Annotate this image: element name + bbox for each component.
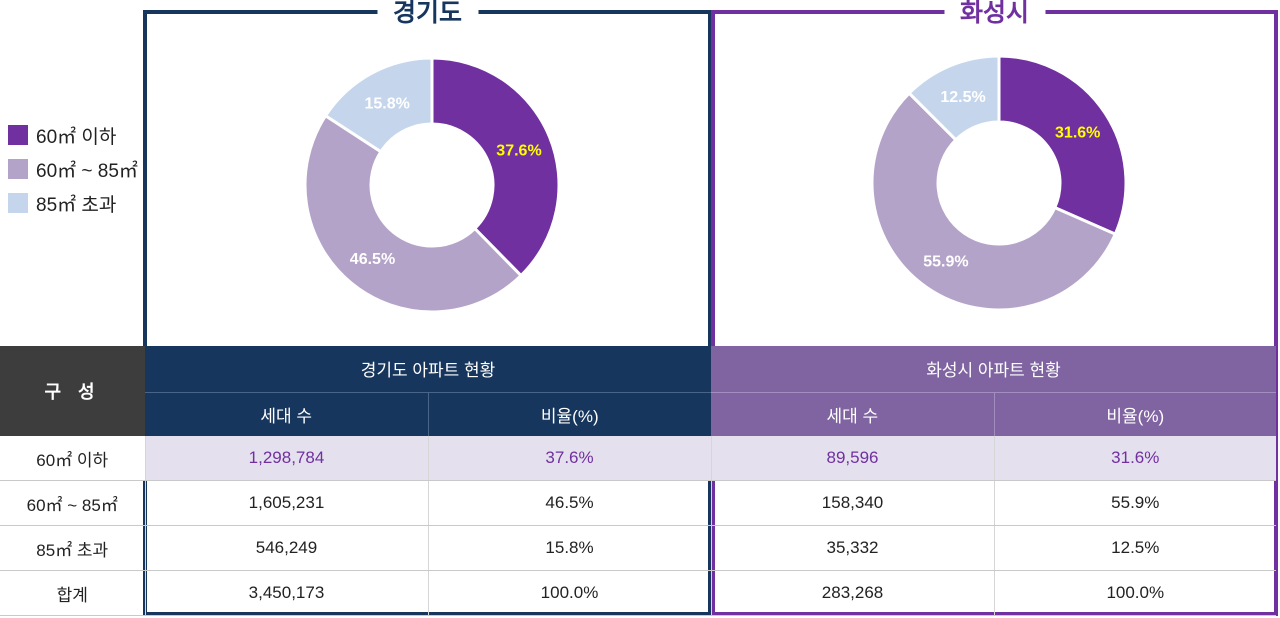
table-row: 합계 3,450,173 100.0% 283,268 100.0% [0,570,1277,616]
hwaseong-ratio-header: 비율(%) [993,392,1277,436]
donut-label-over-85: 15.8% [365,95,410,112]
hwaseong-count-header: 세대 수 [711,392,995,436]
table-row: 60㎡ ~ 85㎡ 1,605,231 46.5% 158,340 55.9% [0,480,1277,526]
gyeonggi-count-cell: 1,605,231 [144,480,428,526]
donut-slice-under-60 [997,54,1128,237]
apartment-status-table: 구 성 경기도 아파트 현황 화성시 아파트 현황 세대 수 비율(%) 세대 … [0,346,1277,616]
legend-swatch [8,193,28,213]
gyeonggi-ratio-cell: 15.8% [427,525,712,571]
hwaseong-count-cell: 158,340 [710,480,995,526]
legend-item-60-85: 60㎡ ~ 85㎡ [8,152,138,186]
gyeonggi-table-header: 경기도 아파트 현황 [145,346,712,393]
gyeonggi-count-header: 세대 수 [145,392,428,436]
hwaseong-table-header: 화성시 아파트 현황 [711,346,1277,393]
chart-legend: 60㎡ 이하 60㎡ ~ 85㎡ 85㎡ 초과 [8,118,138,220]
gyeonggi-ratio-cell: 46.5% [427,480,712,526]
hwaseong-ratio-cell: 100.0% [993,570,1277,616]
hwaseong-ratio-cell: 12.5% [993,525,1277,571]
legend-swatch [8,159,28,179]
hwaseong-ratio-cell: 55.9% [993,480,1277,526]
hwaseong-donut-chart: 31.6% 55.9% 12.5% [870,54,1128,312]
donut-slice-over-85 [907,54,1001,142]
gyeonggi-ratio-cell: 37.6% [427,436,712,481]
legend-label: 85㎡ 초과 [36,194,117,216]
donut-label-60-85: 55.9% [923,254,968,271]
donut-label-60-85: 46.5% [350,251,395,268]
row-label: 85㎡ 초과 [0,525,145,571]
donut-label-over-85: 12.5% [940,89,985,106]
hwaseong-count-cell: 35,332 [710,525,995,571]
row-label: 60㎡ ~ 85㎡ [0,480,145,526]
legend-label: 60㎡ ~ 85㎡ [36,160,138,182]
hwaseong-count-cell: 283,268 [710,570,995,616]
gyeonggi-title: 경기도 [376,0,479,28]
gyeonggi-count-cell: 546,249 [144,525,428,571]
legend-label: 60㎡ 이하 [36,126,117,148]
legend-item-under-60: 60㎡ 이하 [8,118,138,152]
gyeonggi-count-cell: 3,450,173 [144,570,428,616]
donut-slice-60-85 [303,113,524,314]
gyeonggi-donut-chart: 37.6% 46.5% 15.8% [303,56,561,314]
gyeonggi-ratio-header: 비율(%) [427,392,712,436]
hwaseong-ratio-cell: 31.6% [993,436,1277,481]
donut-slice-under-60 [430,56,561,278]
row-label: 60㎡ 이하 [0,436,145,481]
hwaseong-title: 화성시 [943,0,1046,28]
donut-label-under-60: 37.6% [496,142,541,159]
legend-swatch [8,125,28,145]
donut-slice-over-85 [323,56,434,154]
row-label: 합계 [0,570,145,616]
donut-label-under-60: 31.6% [1055,125,1100,142]
table-corner-header: 구 성 [0,346,145,436]
legend-item-over-85: 85㎡ 초과 [8,186,138,220]
gyeonggi-ratio-cell: 100.0% [427,570,712,616]
hwaseong-count-cell: 89,596 [710,436,995,481]
gyeonggi-count-cell: 1,298,784 [144,436,428,481]
table-row: 60㎡ 이하 1,298,784 37.6% 89,596 31.6% [0,436,1277,481]
table-row: 85㎡ 초과 546,249 15.8% 35,332 12.5% [0,525,1277,571]
donut-slice-60-85 [870,91,1118,312]
